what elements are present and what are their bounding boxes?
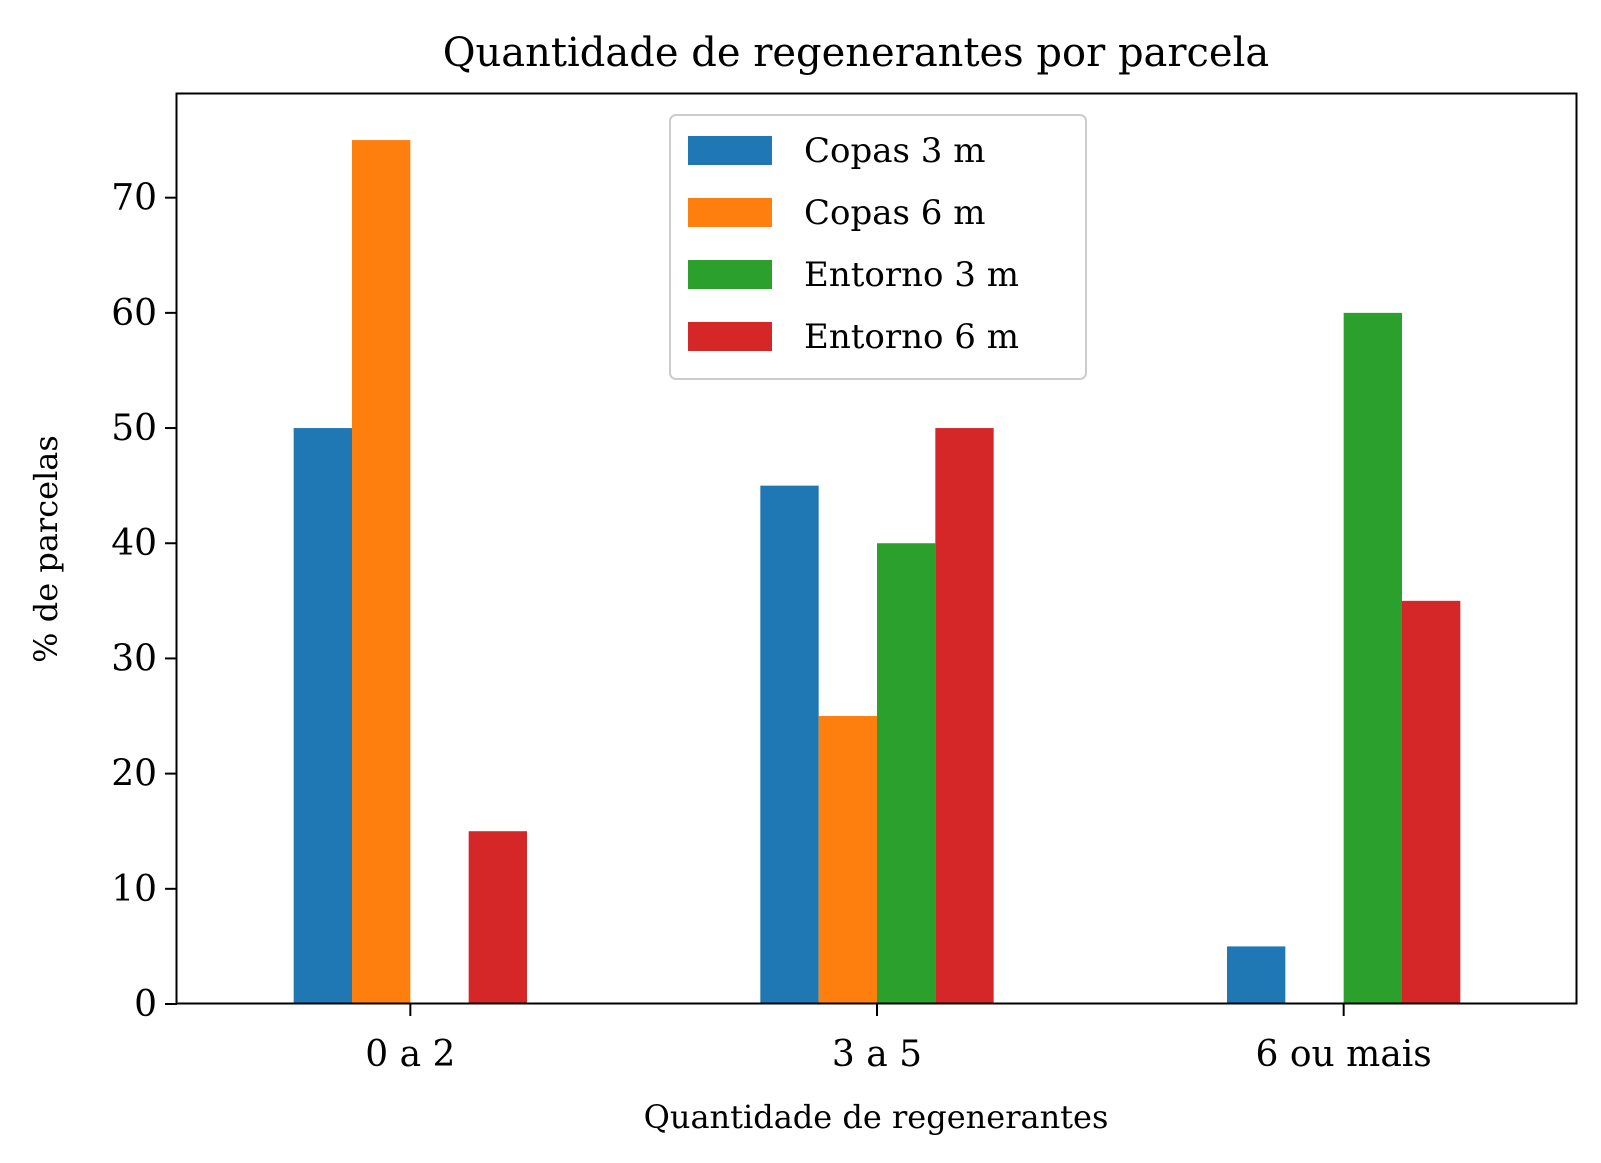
legend: Copas 3 m Copas 6 m Entorno 3 m Entorno 6 m [669, 114, 1087, 380]
y-tick-label: 70 [111, 178, 157, 219]
bar-1-3 [1227, 946, 1286, 1004]
legend-label-4: Entorno 6 m [804, 317, 1019, 357]
chart-title: Quantidade de regenerantes por parcela [443, 30, 1270, 76]
bar-1-2 [760, 485, 819, 1004]
bar-2-1 [352, 140, 411, 1005]
y-tick-label: 60 [111, 293, 157, 334]
bar-4-1 [468, 831, 527, 1004]
x-tick-label: 0 a 2 [365, 1034, 455, 1075]
legend-swatch-4 [688, 322, 772, 351]
legend-swatch-2 [688, 198, 772, 227]
bar-2-2 [818, 716, 877, 1004]
bars-group [293, 140, 1461, 1005]
y-tick-label: 10 [111, 869, 157, 910]
bar-3-2 [877, 543, 936, 1004]
y-tick-label: 50 [111, 408, 157, 449]
y-tick-label: 0 [134, 984, 157, 1025]
bar-3-3 [1343, 312, 1402, 1005]
x-tick-label: 3 a 5 [832, 1034, 922, 1075]
bar-4-3 [1402, 600, 1461, 1004]
legend-swatch-1 [688, 136, 772, 165]
x-axis-label: Quantidade de regenerantes [644, 1098, 1109, 1136]
bar-4-2 [935, 428, 994, 1004]
legend-label-2: Copas 6 m [804, 193, 985, 233]
plot-frame [175, 92, 1578, 1005]
legend-swatch-3 [688, 260, 772, 289]
bar-1-1 [293, 428, 352, 1004]
legend-box [669, 114, 1087, 380]
legend-label-3: Entorno 3 m [804, 255, 1019, 295]
legend-label-1: Copas 3 m [804, 131, 985, 171]
y-tick-label: 40 [111, 523, 157, 564]
x-tick-label: 6 ou mais [1256, 1034, 1432, 1075]
y-tick-label: 30 [111, 638, 157, 679]
x-axis: 0 a 2 3 a 5 6 ou mais [365, 1004, 1432, 1075]
y-axis: 0 10 20 30 40 50 60 70 [111, 178, 177, 1025]
y-tick-label: 20 [111, 754, 157, 795]
y-axis-label: % de parcelas [27, 435, 65, 663]
